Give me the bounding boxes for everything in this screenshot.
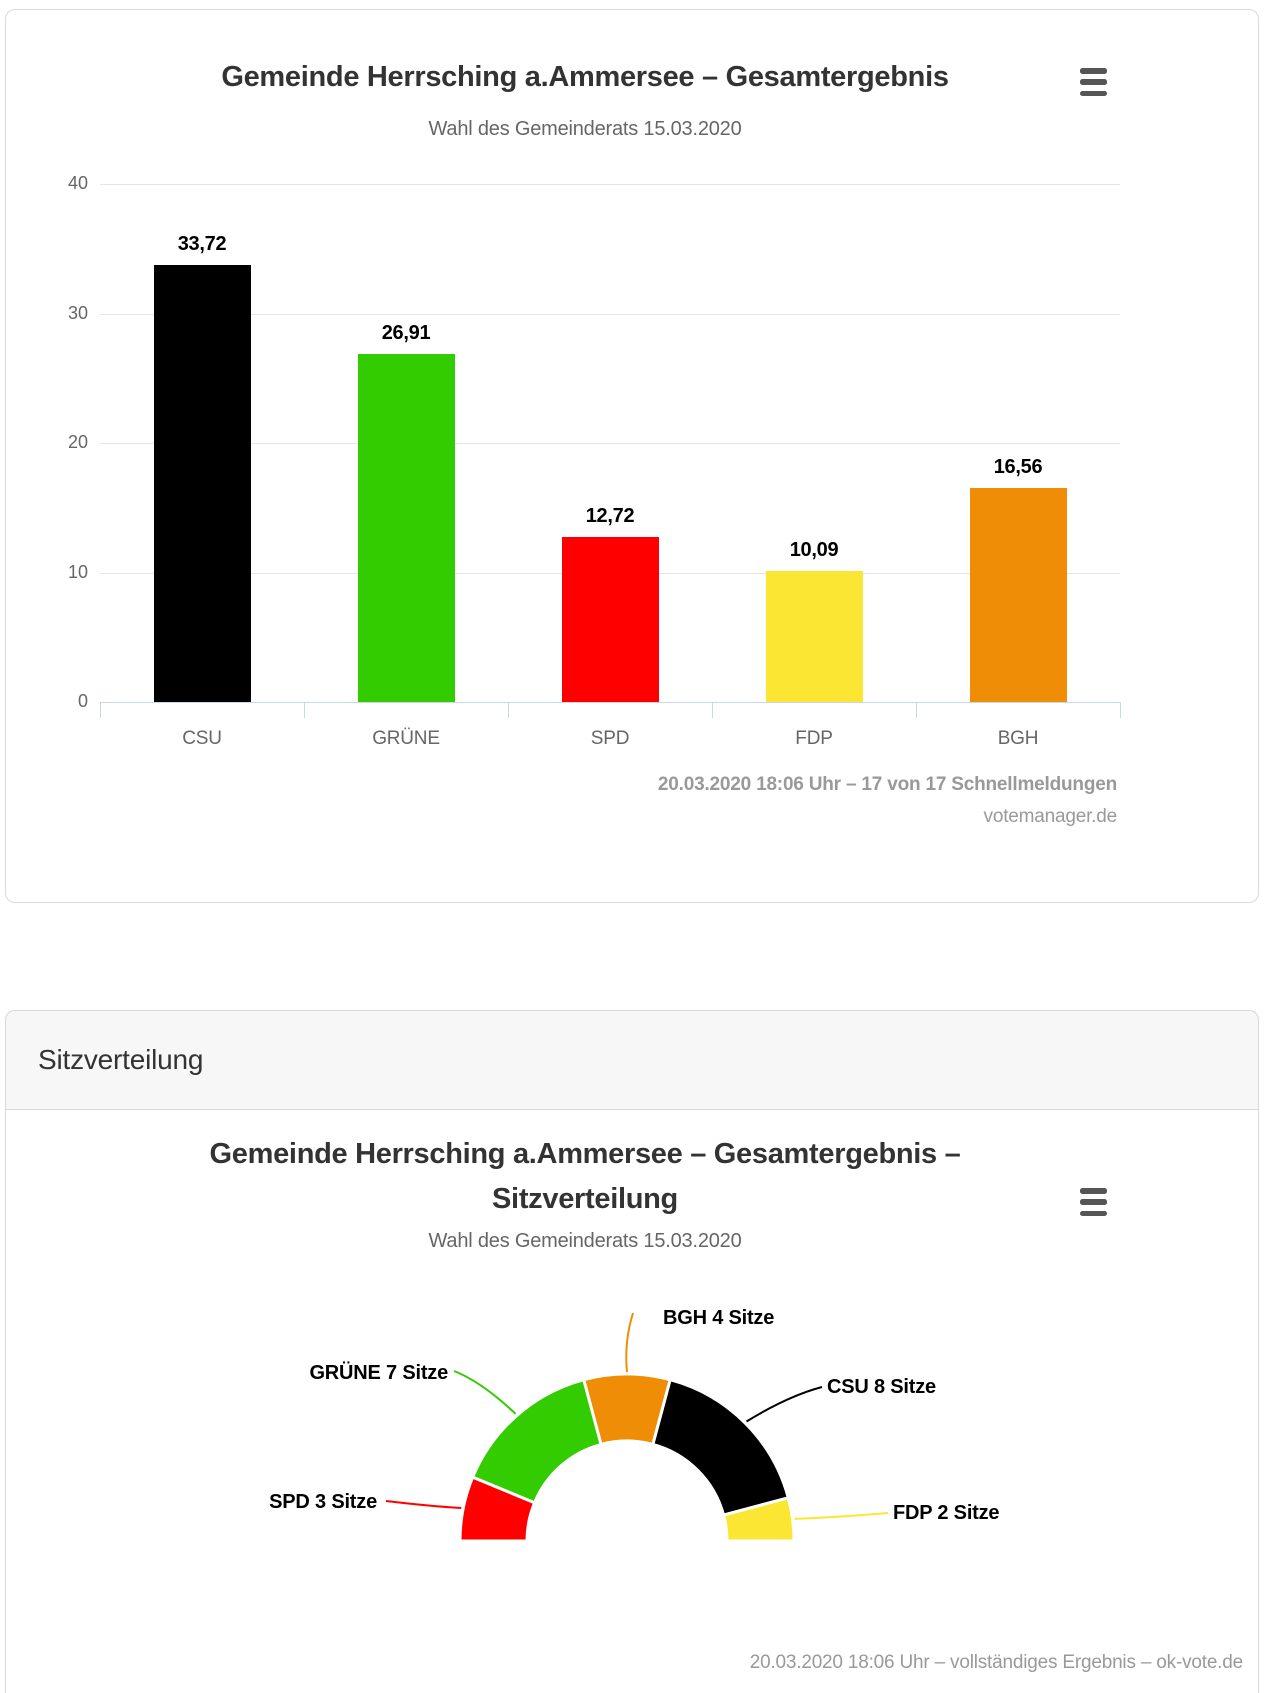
bar-bgh[interactable] <box>969 487 1067 702</box>
x-axis-tick <box>304 702 305 718</box>
bar-value-label: 10,09 <box>789 539 839 562</box>
bar-fdp[interactable] <box>765 571 863 702</box>
donut-slice-fdp[interactable]: FDP 2 Sitze <box>721 1495 796 1543</box>
bar-chart-plot: 0 10 20 30 40 33,72 CSU 26,91 GRÜNE 12,72 SPD 10,09… <box>67 173 1121 749</box>
bar-value-label: 26,91 <box>381 321 431 344</box>
bar-csu[interactable] <box>153 265 251 702</box>
x-axis-tick <box>508 702 509 718</box>
x-axis-line <box>100 702 1121 703</box>
y-axis-label: 40 <box>67 173 88 193</box>
seats-chart-title: Gemeinde Herrsching a.Ammersee – Gesamte… <box>30 1132 1140 1222</box>
label-connector-grüne <box>453 1370 517 1415</box>
seats-chart-title-line1: Gemeinde Herrsching a.Ammersee – Gesamte… <box>209 1138 961 1170</box>
section-title: Sitzverteilung <box>38 1044 204 1075</box>
gridline <box>100 184 1120 185</box>
bar-spd[interactable] <box>561 537 659 702</box>
category-label: SPD <box>590 728 630 749</box>
x-axis-tick <box>100 702 101 718</box>
seats-chart-subtitle: Wahl des Gemeinderats 15.03.2020 <box>428 1230 742 1252</box>
category-label: GRÜNE <box>372 728 440 749</box>
x-axis-tick <box>1120 702 1121 718</box>
y-axis-label: 20 <box>67 432 88 452</box>
bar-value-label: 33,72 <box>177 233 227 256</box>
y-axis-label: 10 <box>67 561 88 582</box>
seats-chart-title-line2: Sitzverteilung <box>492 1183 678 1215</box>
export-menu-icon[interactable] <box>1080 68 1110 96</box>
y-axis-label: 30 <box>67 302 88 323</box>
x-axis-tick <box>916 702 917 718</box>
gridline <box>100 313 1120 315</box>
label-connector-spd <box>385 1500 462 1509</box>
bar-chart-subtitle: Wahl des Gemeinderats 15.03.2020 <box>428 118 742 140</box>
label-connector-fdp <box>794 1512 889 1520</box>
seat-distribution-card <box>5 1010 1259 1693</box>
donut-slice-grüne[interactable]: GRÜNE 7 Sitze <box>470 1377 603 1505</box>
bar-value-label: 12,72 <box>585 505 635 528</box>
export-menu-icon[interactable] <box>1080 1188 1110 1216</box>
x-axis-tick <box>712 702 713 718</box>
donut-slice-csu[interactable]: CSU 8 Sitze <box>651 1377 791 1517</box>
label-connector-bgh <box>625 1312 634 1373</box>
bar-chart-credits-source[interactable]: votemanager.de <box>983 806 1118 827</box>
category-label: FDP <box>795 728 833 749</box>
bar-value-label: 16,56 <box>993 455 1043 478</box>
gridline <box>100 443 1120 444</box>
bar-chart-credits-status: 20.03.2020 18:06 Uhr – 17 von 17 Schnell… <box>657 774 1117 795</box>
seats-chart-credits: 20.03.2020 18:06 Uhr – vollständiges Erg… <box>749 1652 1243 1673</box>
category-label: BGH <box>997 728 1039 749</box>
y-axis-label: 0 <box>77 691 88 711</box>
bar-grüne[interactable] <box>357 353 455 702</box>
label-connector-csu <box>745 1386 823 1423</box>
category-label: CSU <box>182 728 222 749</box>
bar-chart-title: Gemeinde Herrsching a.Ammersee – Gesamte… <box>221 61 949 93</box>
seat-distribution-header <box>5 1010 1259 1110</box>
